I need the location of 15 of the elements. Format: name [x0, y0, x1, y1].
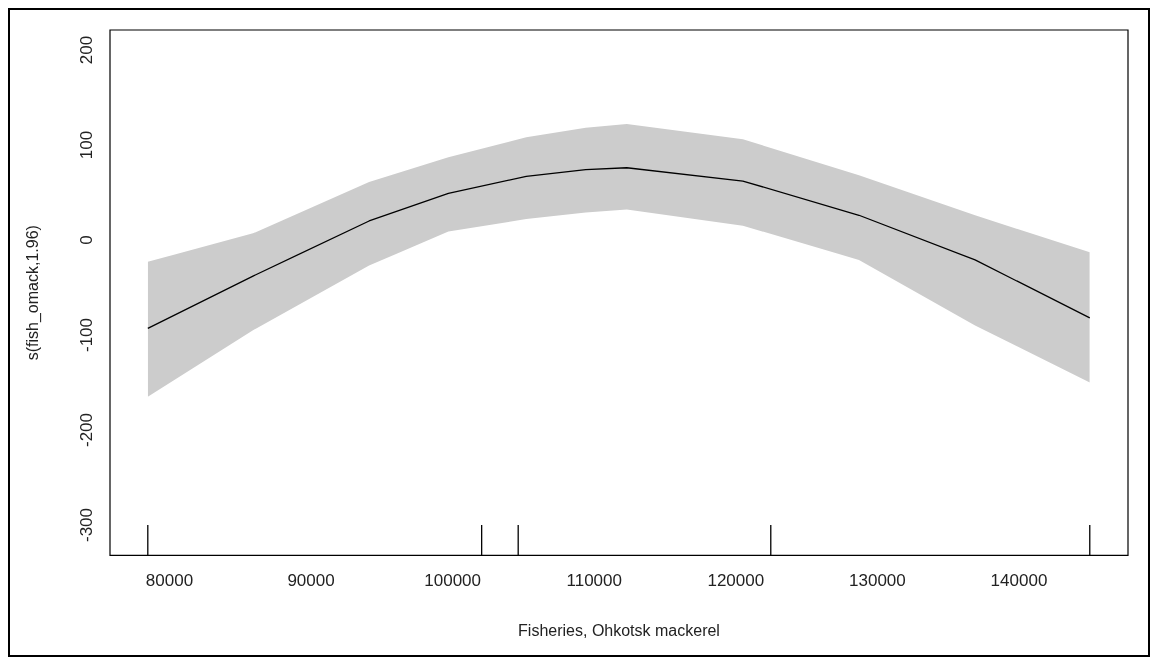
- y-tick-label: 0: [77, 235, 97, 245]
- y-tick-label: -300: [77, 507, 97, 543]
- x-tick-label: 90000: [287, 571, 335, 591]
- x-tick-label: 100000: [424, 571, 481, 591]
- x-tick-label: 110000: [566, 571, 622, 591]
- y-tick-label: -100: [77, 317, 97, 352]
- y-tick-label: 100: [77, 130, 97, 160]
- x-tick-label: 130000: [849, 571, 906, 591]
- y-tick-label: -200: [77, 412, 97, 447]
- x-tick-label: 80000: [145, 571, 194, 591]
- x-tick-label: 140000: [990, 571, 1048, 591]
- x-axis-title: Fisheries, Ohkotsk mackerel: [518, 621, 720, 639]
- x-tick-label: 120000: [707, 571, 765, 591]
- y-tick-label: 200: [77, 35, 97, 65]
- y-axis-title: s(fish_omack,1.96): [24, 225, 43, 361]
